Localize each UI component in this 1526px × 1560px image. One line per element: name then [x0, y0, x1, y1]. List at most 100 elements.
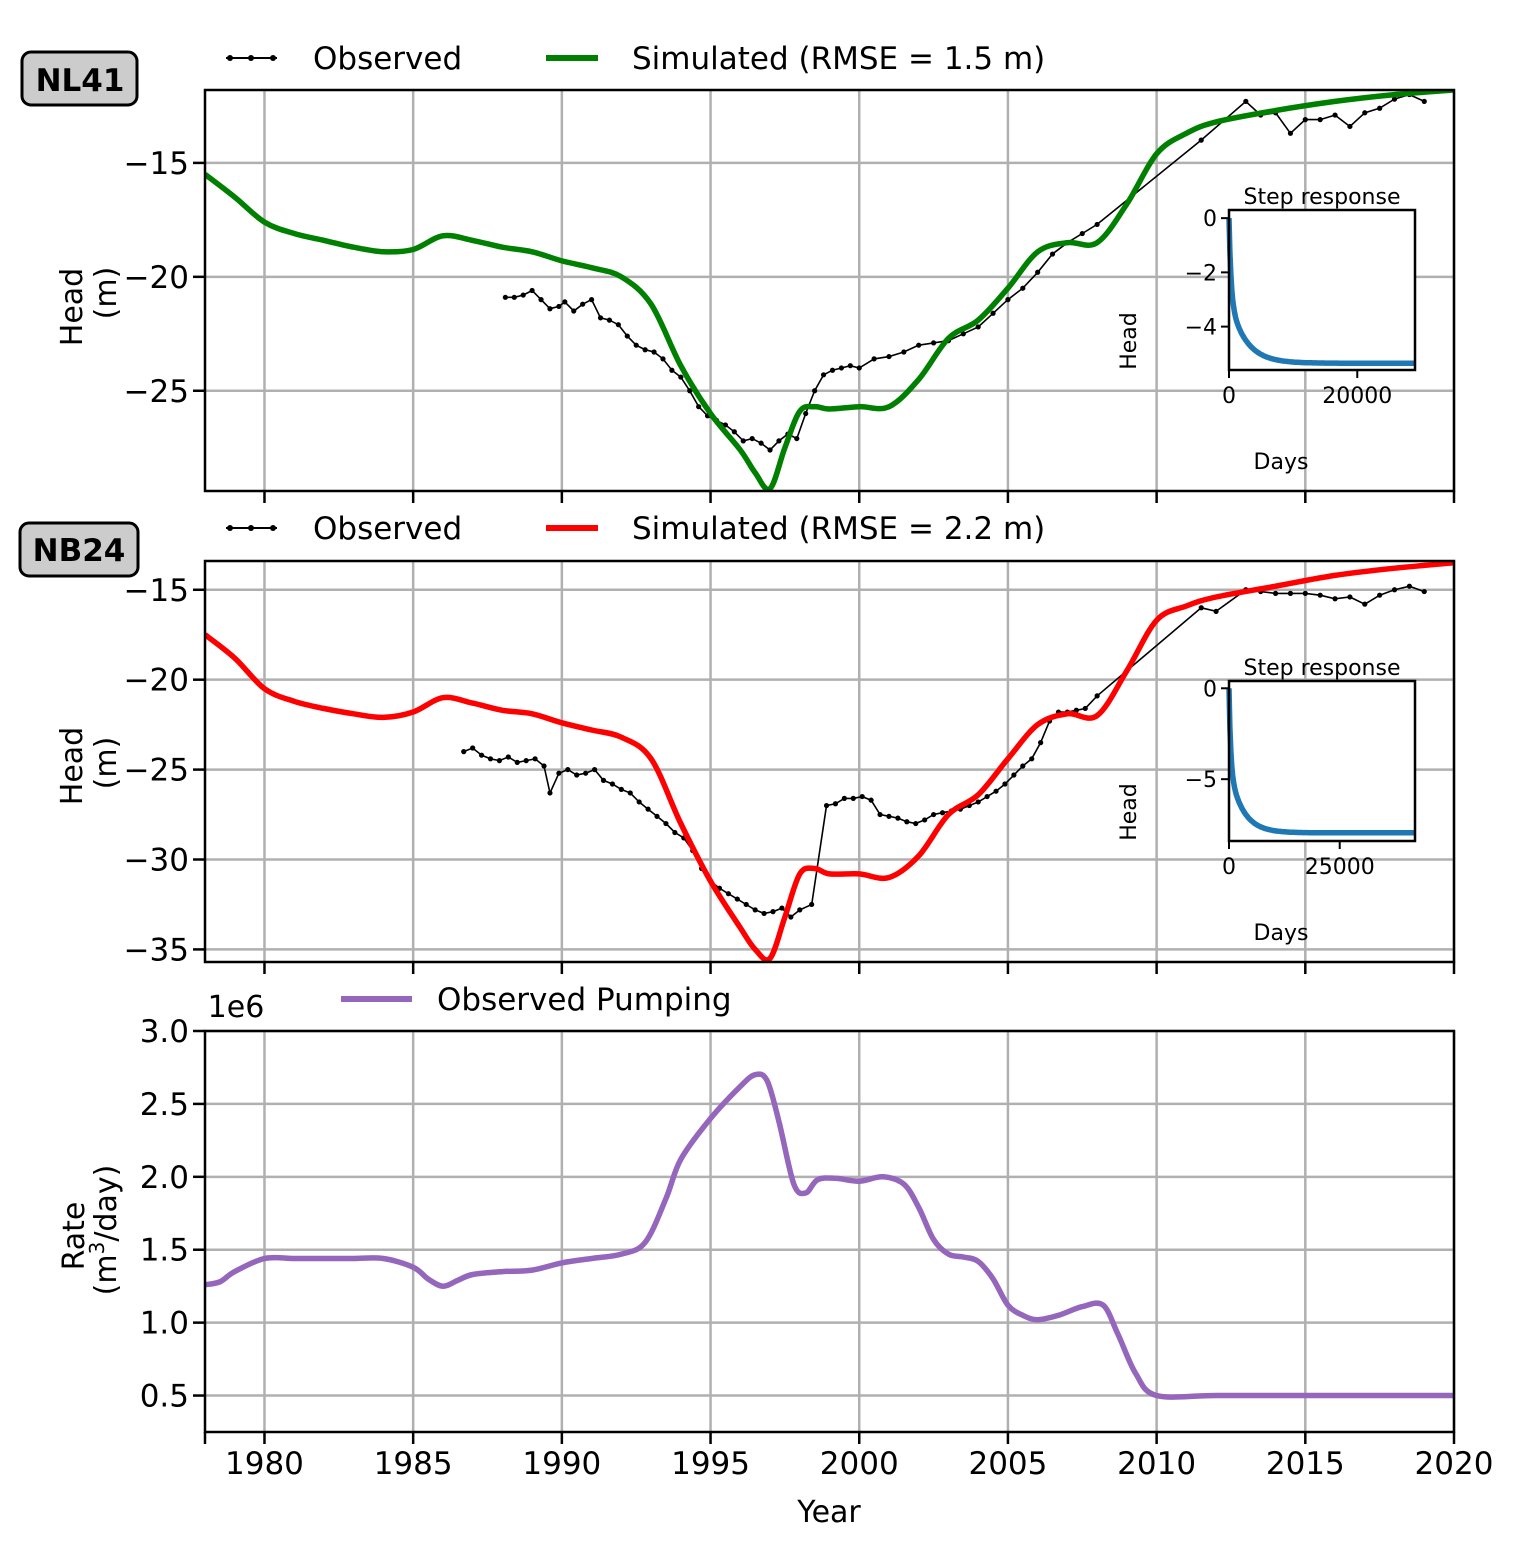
observed-point: [761, 910, 767, 917]
observed-point: [1029, 756, 1035, 762]
observed-point: [1317, 592, 1323, 598]
observed-point: [1302, 590, 1308, 596]
observed-point: [478, 752, 485, 758]
observed-point: [877, 811, 883, 818]
observed-point: [1079, 230, 1085, 237]
x-tick-label: 1990: [522, 1446, 601, 1482]
observed-point: [734, 896, 740, 902]
observed-point: [809, 901, 815, 908]
observed-point: [770, 909, 776, 915]
observed-point: [574, 772, 580, 778]
observed-point: [779, 905, 785, 911]
y-tick-label: 0.5: [140, 1379, 189, 1415]
observed-point: [1347, 123, 1353, 130]
observed-point: [803, 410, 809, 417]
observed-point: [609, 781, 616, 787]
observed-point: [636, 799, 642, 805]
y-tick-label: 3.0: [140, 1014, 189, 1050]
observed-point: [624, 333, 630, 339]
observed-point: [538, 297, 544, 303]
observed-point: [597, 315, 604, 321]
observed-point: [758, 440, 764, 446]
observed-point: [922, 817, 928, 823]
observed-point: [565, 766, 571, 773]
observed-point: [672, 829, 678, 836]
inset-y-tick-label: −5: [1185, 768, 1217, 793]
x-tick-label: 2015: [1266, 1446, 1345, 1482]
observed-point: [580, 301, 586, 307]
observed-point: [731, 429, 737, 435]
observed-point: [547, 306, 553, 312]
panel-nb24-series: [205, 561, 1454, 962]
legend-observed-marker: [248, 55, 254, 61]
series-group: [205, 90, 1454, 491]
inset-y-tick-label: −4: [1185, 316, 1217, 341]
panel-nl41: −15−20−25 Head (m) NL41 Observed Simulat…: [20, 41, 1456, 503]
panel-pumping-grid: [205, 1029, 1456, 1432]
panel-nl41-series: [205, 90, 1454, 491]
inset-x-tick-label: 25000: [1305, 855, 1375, 880]
panel-nb24-frame: [203, 559, 1456, 964]
inset-y-tick-label: 0: [1203, 677, 1217, 702]
observed-point: [859, 793, 865, 800]
observed-point: [1272, 590, 1279, 596]
observed-point: [669, 367, 675, 373]
observed-point: [1362, 110, 1368, 116]
observed-point: [820, 372, 827, 378]
observed-point: [678, 374, 684, 380]
observed-point: [847, 363, 853, 369]
observed-point: [975, 324, 981, 330]
observed-point: [502, 294, 508, 300]
observed-point: [794, 435, 800, 442]
observed-point: [797, 907, 803, 913]
y-tick-label: −20: [124, 663, 189, 699]
panel-nb24-legend: Observed Simulated (RMSE = 2.2 m): [226, 511, 1045, 547]
observed-point: [1049, 251, 1056, 257]
observed-point: [1362, 601, 1368, 607]
panel-pumping-series: [205, 1071, 1454, 1400]
observed-point: [823, 802, 830, 809]
x-tick-label: 1985: [374, 1446, 453, 1482]
observed-point: [850, 795, 856, 801]
observed-point: [1302, 117, 1308, 123]
observed-point: [1094, 693, 1100, 699]
observed-point: [562, 299, 568, 305]
observed-point: [838, 365, 844, 371]
panel-pumping-ylabel-unit: (m3/day): [85, 1165, 124, 1296]
observed-point: [749, 435, 755, 442]
panel-nl41-legend: Observed Simulated (RMSE = 1.5 m): [226, 41, 1045, 77]
observed-point: [547, 790, 553, 796]
legend-observed-marker: [227, 525, 233, 531]
observed-point: [975, 799, 981, 805]
panel-pumping-axes: 1980 1985 1990 1995 2000 2005 2010 2015 2020 0.5 1…: [140, 1014, 1494, 1482]
observed-point: [1421, 588, 1427, 595]
observed-point: [841, 795, 847, 801]
inset-step-response-curve: [1226, 218, 1415, 366]
observed-point: [588, 297, 595, 303]
observed-point: [1243, 98, 1249, 104]
observed-point: [930, 340, 937, 346]
observed-point: [654, 813, 660, 819]
observed-point: [618, 786, 624, 792]
observed-point: [1377, 105, 1383, 111]
inset-y-tick-label: −2: [1185, 261, 1217, 286]
observed-point: [687, 388, 693, 394]
panel-nb24-axes: −15 −20 −25 −30 −35: [124, 573, 1456, 974]
observed-point: [939, 810, 946, 816]
inset-ylabel: Head: [1117, 783, 1142, 841]
observed-point: [1317, 117, 1323, 123]
y-tick-label: −35: [124, 932, 189, 968]
observed-point: [1020, 763, 1026, 769]
panel-pumping-frame: [203, 1029, 1456, 1434]
observed-point: [532, 756, 538, 762]
observed-point: [1073, 707, 1079, 713]
observed-point: [725, 891, 731, 897]
observed-point: [913, 820, 919, 827]
y-tick-label: −25: [124, 753, 189, 789]
observed-point: [511, 294, 517, 300]
observed-point: [660, 356, 666, 362]
y-tick-label: 2.0: [140, 1160, 189, 1196]
inset-ylabel: Head: [1117, 312, 1142, 370]
observed-point: [627, 790, 633, 796]
inset-title: Step response: [1243, 185, 1400, 210]
